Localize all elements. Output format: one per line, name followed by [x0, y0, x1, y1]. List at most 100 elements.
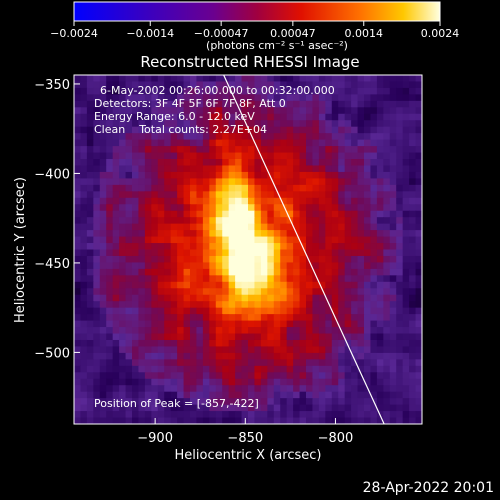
heatmap-cell — [254, 288, 262, 296]
heatmap-cell — [215, 204, 223, 212]
heatmap-cell — [144, 378, 152, 386]
heatmap-cell — [344, 100, 352, 108]
heatmap-cell — [164, 307, 172, 315]
heatmap-cell — [170, 217, 178, 225]
heatmap-cell — [228, 378, 236, 386]
heatmap-cell — [402, 372, 410, 380]
heatmap-cell — [280, 133, 288, 141]
heatmap-cell — [260, 243, 268, 251]
plot-title: Reconstructed RHESSI Image — [140, 53, 359, 71]
heatmap-cell — [280, 152, 288, 160]
heatmap-cell — [318, 139, 326, 147]
heatmap-cell — [157, 417, 165, 424]
heatmap-cell — [376, 87, 384, 95]
heatmap-cell — [235, 100, 243, 108]
heatmap-cell — [325, 197, 333, 205]
heatmap-cell — [125, 249, 133, 257]
heatmap-cell — [228, 100, 236, 108]
heatmap-cell — [235, 288, 243, 296]
heatmap-cell — [215, 346, 223, 354]
heatmap-cell — [170, 346, 178, 354]
heatmap-cell — [293, 372, 301, 380]
heatmap-cell — [86, 378, 94, 386]
heatmap-cell — [389, 281, 397, 289]
heatmap-cell — [106, 113, 114, 121]
heatmap-cell — [415, 411, 422, 419]
heatmap-cell — [376, 81, 384, 89]
heatmap-cell — [383, 411, 391, 419]
heatmap-cell — [260, 301, 268, 309]
heatmap-cell — [415, 268, 422, 276]
heatmap-cell — [306, 236, 314, 244]
heatmap-cell — [325, 255, 333, 264]
heatmap-cell — [80, 262, 88, 270]
heatmap-cell — [383, 281, 391, 289]
heatmap-cell — [196, 385, 204, 393]
heatmap-cell — [376, 197, 384, 205]
heatmap-cell — [318, 165, 326, 173]
heatmap-cell — [306, 107, 314, 115]
heatmap-cell — [241, 113, 249, 121]
heatmap-cell — [248, 197, 256, 205]
heatmap-cell — [273, 230, 281, 238]
heatmap-cell — [190, 107, 198, 115]
heatmap-cell — [344, 307, 352, 315]
heatmap-cell — [370, 294, 378, 302]
heatmap-cell — [248, 378, 256, 386]
heatmap-cell — [74, 359, 82, 367]
heatmap-cell — [312, 94, 320, 102]
heatmap-cell — [364, 339, 372, 348]
heatmap-cell — [409, 94, 417, 102]
heatmap-cell — [151, 197, 159, 205]
heatmap-cell — [260, 385, 268, 393]
heatmap-cell — [325, 391, 333, 399]
heatmap-cell — [112, 398, 120, 406]
heatmap-cell — [86, 81, 94, 89]
heatmap-cell — [190, 417, 198, 424]
heatmap-cell — [228, 178, 236, 186]
heatmap-cell — [144, 314, 152, 322]
heatmap-cell — [183, 152, 191, 160]
heatmap-cell — [132, 107, 140, 115]
heatmap-cell — [202, 100, 210, 108]
heatmap-cell — [351, 385, 359, 393]
heatmap-cell — [248, 417, 256, 424]
heatmap-cell — [93, 249, 101, 257]
heatmap-cell — [325, 120, 333, 128]
heatmap-cell — [415, 301, 422, 309]
heatmap-cell — [164, 120, 172, 128]
heatmap-cell — [74, 307, 82, 315]
heatmap-cell — [86, 365, 94, 373]
heatmap-cell — [202, 171, 210, 179]
heatmap-cell — [318, 113, 326, 121]
heatmap-cell — [74, 197, 82, 205]
heatmap-cell — [273, 346, 281, 354]
heatmap-cell — [409, 113, 417, 121]
heatmap-cell — [396, 81, 404, 89]
heatmap-cell — [306, 159, 314, 167]
heatmap-cell — [254, 404, 262, 412]
heatmap-cell — [125, 94, 133, 102]
heatmap-cell — [312, 352, 320, 360]
heatmap-cell — [351, 359, 359, 367]
heatmap-cell — [389, 126, 397, 134]
heatmap-cell — [331, 204, 339, 212]
heatmap-cell — [151, 223, 159, 231]
heatmap-cell — [112, 327, 120, 335]
heatmap-cell — [293, 378, 301, 386]
heatmap-cell — [241, 230, 249, 238]
heatmap-cell — [209, 139, 217, 147]
heatmap-cell — [196, 230, 204, 238]
heatmap-cell — [376, 113, 384, 121]
heatmap-cell — [389, 398, 397, 406]
heatmap-cell — [183, 197, 191, 205]
heatmap-cell — [376, 217, 384, 225]
heatmap-cell — [196, 87, 204, 95]
heatmap-cell — [344, 178, 352, 186]
heatmap-cell — [144, 327, 152, 335]
heatmap-cell — [144, 159, 152, 167]
heatmap-cell — [286, 165, 294, 173]
heatmap-cell — [312, 236, 320, 244]
heatmap-cell — [144, 113, 152, 121]
heatmap-cell — [293, 178, 301, 186]
